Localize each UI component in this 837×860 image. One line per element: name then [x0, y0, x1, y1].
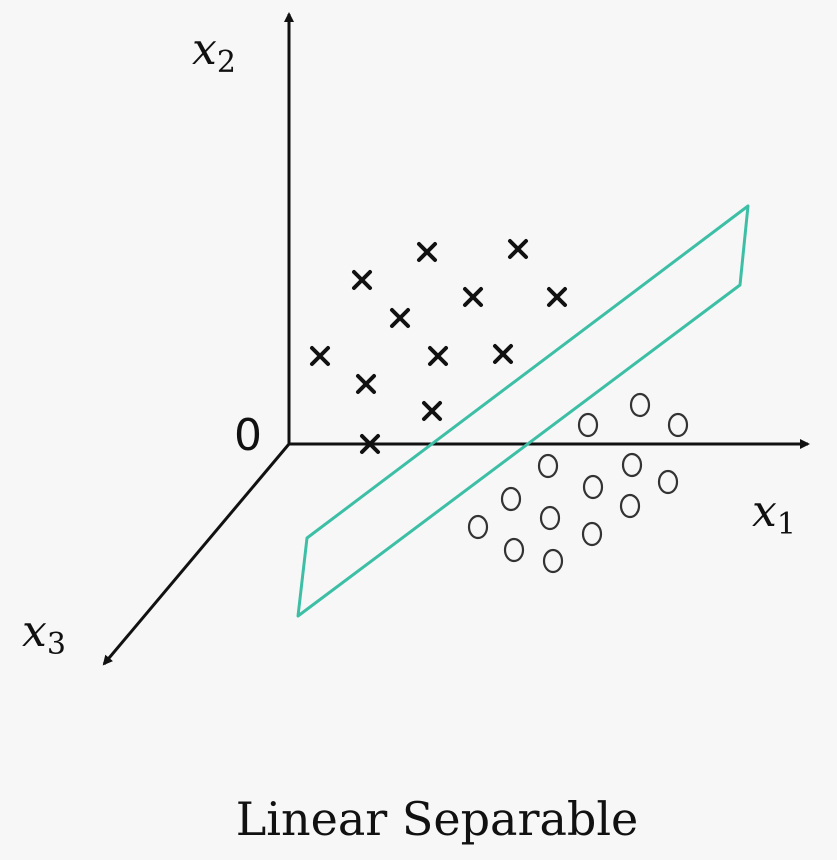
circle-point: [537, 453, 559, 479]
cross-point: [547, 287, 567, 307]
circle-point: [542, 548, 564, 574]
cross-point: [310, 346, 330, 366]
circle-point: [539, 505, 561, 531]
circle-point: [619, 493, 641, 519]
separating-plane: [296, 204, 750, 618]
cross-point: [463, 287, 483, 307]
cross-point: [422, 401, 442, 421]
circle-point: [467, 514, 489, 540]
x1-var: x: [752, 486, 777, 537]
circle-point: [503, 537, 525, 563]
caption: Linear Separable: [235, 792, 639, 846]
x2-subscript: 2: [216, 45, 236, 80]
circle-point: [581, 521, 603, 547]
cross-point: [360, 434, 380, 454]
cross-point: [390, 308, 410, 328]
circle-point: [629, 392, 651, 418]
cross-point: [356, 374, 376, 394]
cross-point: [417, 242, 437, 262]
x3-subscript: 3: [46, 627, 66, 662]
circle-point: [500, 486, 522, 512]
x2-var: x: [192, 24, 217, 75]
cross-point: [508, 239, 528, 259]
axes: [102, 12, 810, 666]
x1-axis-label: x1: [752, 490, 796, 540]
cross-point: [493, 344, 513, 364]
cross-point: [352, 270, 372, 290]
origin-label: 0: [234, 410, 262, 461]
x1-subscript: 1: [776, 507, 796, 542]
circle-point: [657, 469, 679, 495]
circle-point: [621, 452, 643, 478]
x2-axis-label: x2: [192, 28, 236, 78]
cross-class-points: [310, 239, 567, 454]
x3-var: x: [22, 606, 47, 657]
cross-point: [428, 346, 448, 366]
circle-point: [667, 412, 689, 438]
x3-axis: [102, 443, 291, 666]
circle-class-points: [467, 392, 689, 574]
circle-point: [577, 412, 599, 438]
x3-axis-label: x3: [22, 610, 66, 660]
circle-point: [582, 474, 604, 500]
